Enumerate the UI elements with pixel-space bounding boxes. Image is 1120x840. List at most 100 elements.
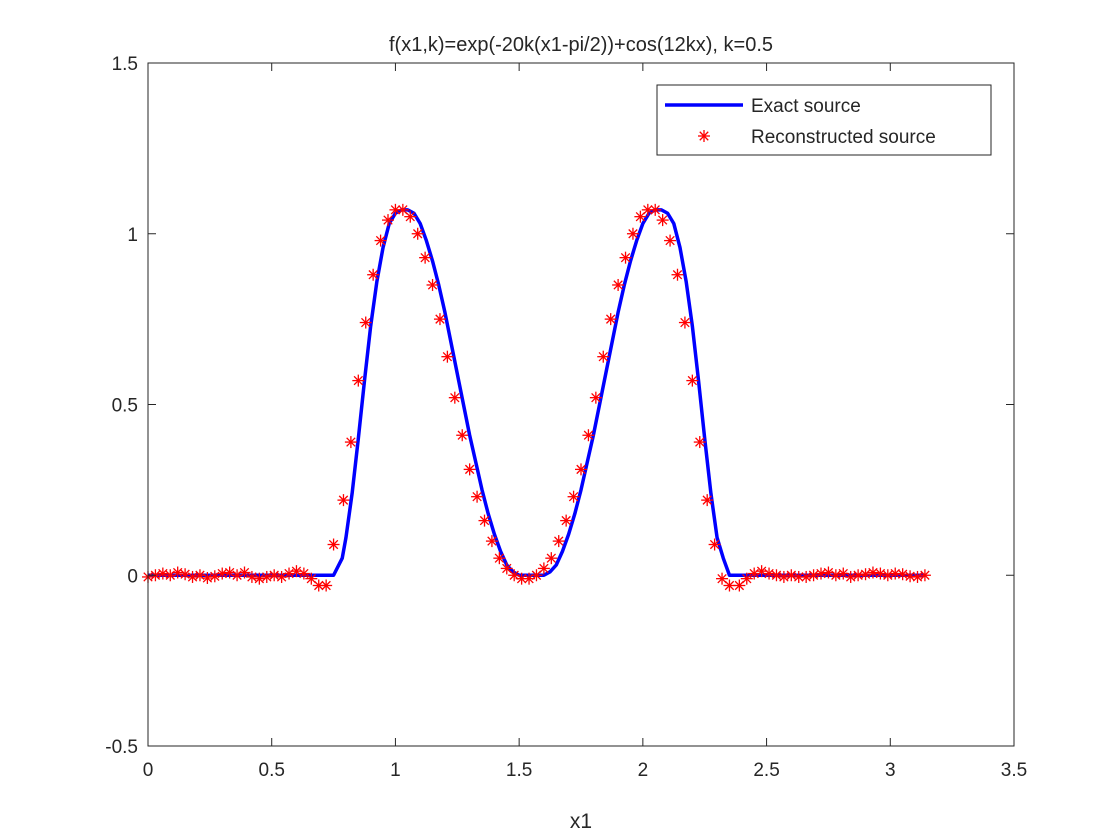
data-point <box>686 374 699 387</box>
axes-layer: 0 0.5 1 1.5 2 2.5 3 3.5-0.500.511.5 <box>105 54 1027 781</box>
data-point <box>770 569 783 582</box>
data-point <box>881 569 894 582</box>
data-point <box>763 567 776 580</box>
data-point <box>619 251 632 264</box>
data-point <box>896 568 909 581</box>
data-point <box>807 569 820 582</box>
data-point <box>671 268 684 281</box>
data-point <box>186 570 199 583</box>
x-tick-label: 0.5 <box>259 760 285 781</box>
data-point <box>367 268 380 281</box>
data-point <box>382 214 395 227</box>
data-point <box>693 436 706 449</box>
data-point <box>297 567 310 580</box>
data-point <box>889 567 902 580</box>
x-tick-label: 1 <box>390 760 401 781</box>
data-point <box>716 572 729 585</box>
y-tick-label: 1.5 <box>112 54 138 75</box>
data-point <box>305 572 318 585</box>
x-tick-label: 2 <box>638 760 649 781</box>
data-point <box>441 350 454 363</box>
x-tick-label: 0 <box>143 760 154 781</box>
data-point <box>404 210 417 223</box>
data-point <box>500 562 513 575</box>
data-point <box>552 535 565 548</box>
data-point <box>829 569 842 582</box>
data-point <box>448 391 461 404</box>
data-point <box>800 570 813 583</box>
legend-label: Reconstructed source <box>751 127 936 148</box>
data-point <box>785 569 798 582</box>
x-tick-label: 3 <box>885 760 896 781</box>
legend-label: Exact source <box>751 96 861 117</box>
data-point <box>859 568 872 581</box>
data-point <box>238 566 251 579</box>
data-point <box>582 429 595 442</box>
legend-box <box>656 84 992 156</box>
data-point <box>171 566 184 579</box>
data-point <box>327 538 340 551</box>
data-point <box>352 374 365 387</box>
x-tick-label: 2.5 <box>753 760 779 781</box>
data-point <box>268 569 281 582</box>
data-point <box>634 210 647 223</box>
data-point <box>575 463 587 476</box>
chart-title: f(x1,k)=exp(-20k(x1-pi/2))+cos(12kx), k=… <box>389 34 773 56</box>
data-point <box>374 234 387 247</box>
data-point <box>245 570 258 583</box>
data-point <box>359 316 372 329</box>
x-tick-label: 1.5 <box>506 760 532 781</box>
data-point <box>740 572 753 585</box>
data-point <box>337 494 350 507</box>
data-point <box>411 227 424 240</box>
data-point <box>260 570 273 583</box>
data-point <box>463 463 476 476</box>
y-tick-label: 0.5 <box>112 396 138 417</box>
data-point <box>419 251 432 264</box>
data-point <box>904 570 917 583</box>
data-point <box>567 490 580 503</box>
data-point <box>530 569 543 582</box>
data-point <box>156 567 169 580</box>
data-point <box>649 203 662 216</box>
data-point <box>866 566 879 579</box>
data-point <box>597 350 610 363</box>
plot-area <box>148 63 1014 746</box>
data-point <box>396 203 409 216</box>
data-point <box>604 313 617 326</box>
data-point <box>589 391 602 404</box>
data-point <box>485 535 498 548</box>
data-point <box>320 579 333 592</box>
data-point <box>253 572 266 585</box>
data-point <box>493 552 506 565</box>
data-point <box>911 570 924 583</box>
data-point <box>201 571 214 584</box>
data-point <box>626 227 639 240</box>
data-point <box>723 579 736 592</box>
x-tick-label: 3.5 <box>1001 760 1027 781</box>
data-point <box>918 569 931 582</box>
data-point <box>664 234 677 247</box>
series-markers-reconstructed-source <box>142 203 931 592</box>
data-point <box>777 570 790 583</box>
x-axis-label: x1 <box>570 810 592 833</box>
data-point <box>708 538 721 551</box>
y-tick-label: -0.5 <box>105 737 138 758</box>
data-point <box>426 278 439 291</box>
data-point <box>612 278 625 291</box>
data-point <box>701 494 714 507</box>
data-point <box>560 514 573 527</box>
legend-swatch-marker <box>698 130 710 142</box>
y-tick-label: 1 <box>127 225 138 246</box>
data-point <box>755 565 768 578</box>
data-point <box>733 579 746 592</box>
y-tick-label: 0 <box>127 566 138 587</box>
data-point <box>874 567 887 580</box>
data-point <box>656 214 669 227</box>
data-point <box>478 514 491 527</box>
data-point <box>344 436 357 449</box>
data-point <box>456 429 469 442</box>
legend: Exact source Reconstructed source <box>656 84 992 156</box>
data-point <box>678 316 691 329</box>
